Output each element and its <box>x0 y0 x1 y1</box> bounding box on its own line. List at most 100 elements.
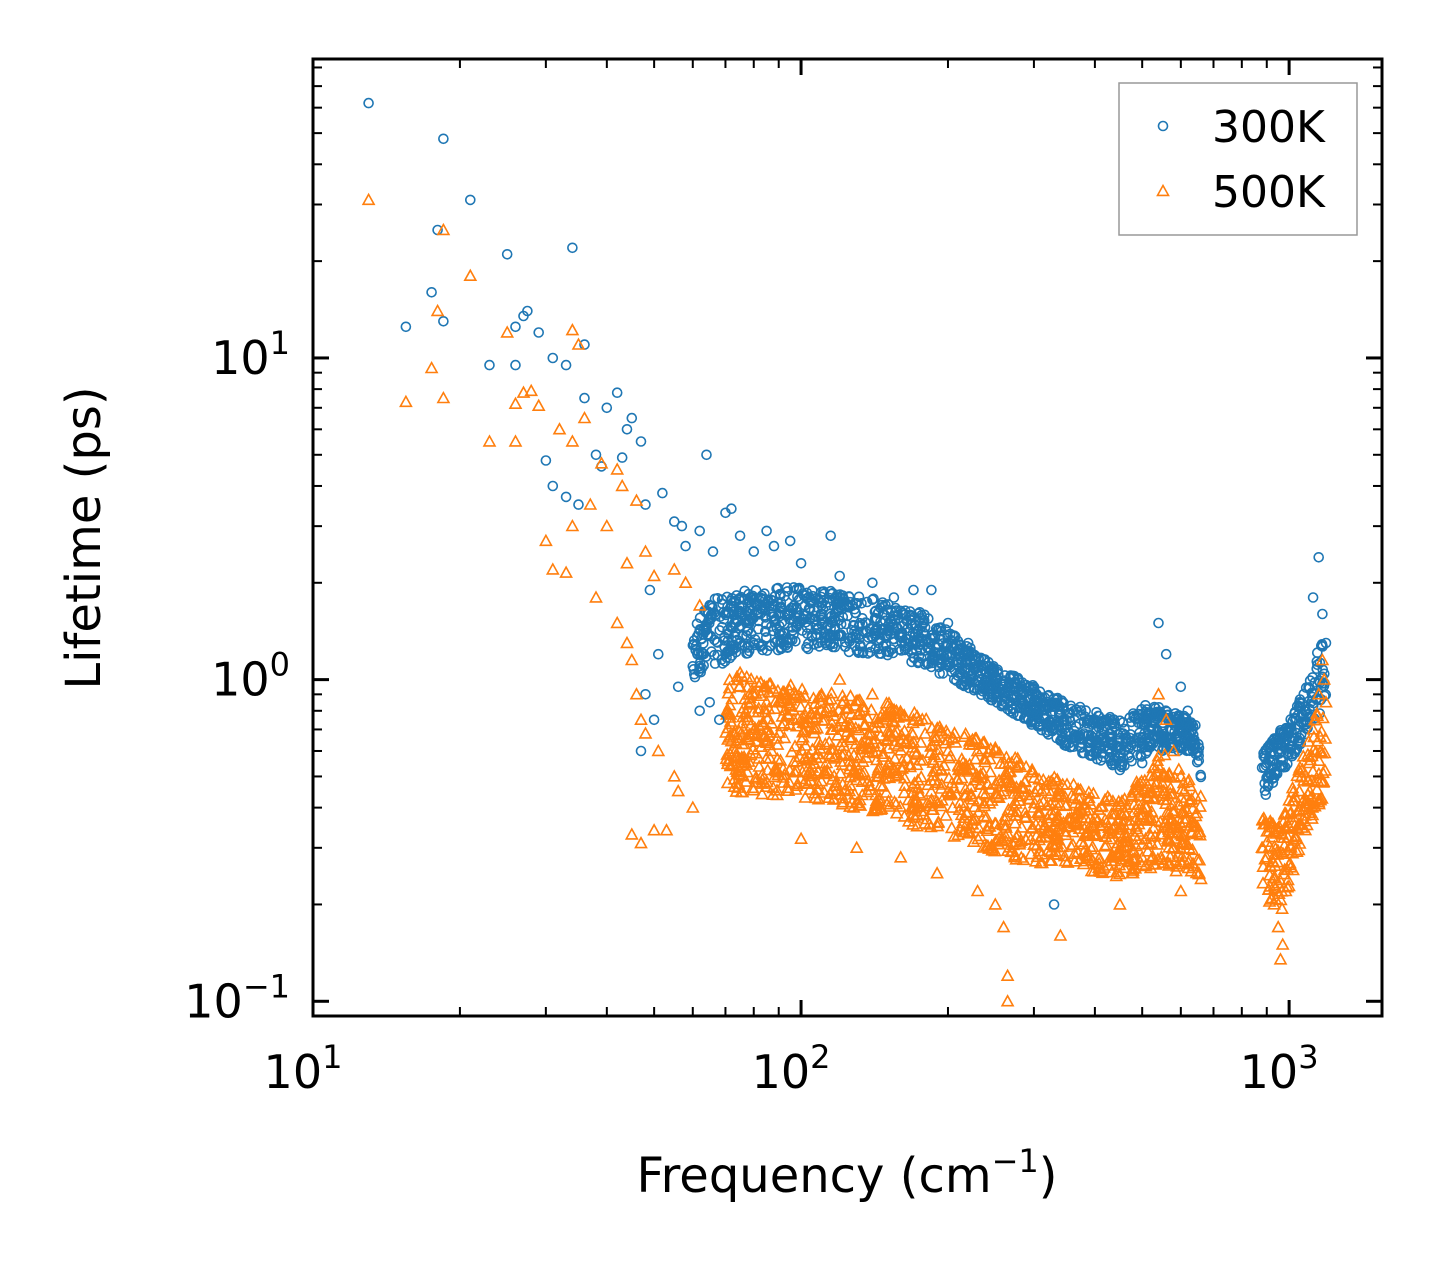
data-point-500K <box>732 763 747 777</box>
data-point-500K <box>1256 817 1271 830</box>
data-point-300K <box>822 620 834 631</box>
data-point-500K <box>1166 803 1181 817</box>
data-point-300K <box>1083 715 1094 727</box>
data-point-500K <box>1057 849 1072 862</box>
data-point-300K <box>825 530 837 542</box>
data-point-500K <box>1047 826 1062 840</box>
data-point-500K <box>1173 883 1188 897</box>
data-point-300K <box>672 681 684 693</box>
data-point-500K <box>1160 786 1175 800</box>
data-point-500K <box>1135 850 1150 863</box>
data-point-500K <box>970 744 985 757</box>
data-point-500K <box>1193 828 1207 841</box>
data-point-500K <box>964 789 979 802</box>
data-point-500K <box>770 751 785 765</box>
data-point-300K <box>1274 743 1285 755</box>
data-point-300K <box>730 642 742 653</box>
data-point-300K <box>706 646 717 657</box>
data-point-500K <box>865 719 880 733</box>
data-point-500K <box>720 747 735 760</box>
data-point-300K <box>969 649 980 661</box>
data-point-300K <box>464 194 476 206</box>
legend-marker-500K <box>1156 183 1170 197</box>
data-point-500K <box>1125 843 1140 856</box>
data-point-500K <box>901 814 916 827</box>
data-point-500K <box>787 765 802 778</box>
data-point-500K <box>968 752 983 765</box>
data-point-500K <box>757 776 772 789</box>
data-point-500K <box>998 833 1013 847</box>
data-point-500K <box>881 741 896 754</box>
data-point-300K <box>611 387 623 399</box>
data-point-500K <box>678 575 693 589</box>
data-point-500K <box>1093 864 1108 877</box>
data-point-500K <box>793 771 808 785</box>
data-point-300K <box>857 646 869 658</box>
data-point-300K <box>861 596 873 608</box>
data-point-500K <box>1050 809 1065 822</box>
data-point-500K <box>770 787 785 801</box>
data-point-500K <box>829 783 844 797</box>
data-point-500K <box>1108 817 1123 831</box>
data-point-300K <box>881 625 893 637</box>
data-point-500K <box>849 840 864 854</box>
data-point-300K <box>547 352 559 364</box>
data-point-300K <box>701 449 712 461</box>
data-point-500K <box>1174 836 1189 850</box>
y-tick-label: 100 <box>211 646 290 707</box>
data-point-300K <box>936 653 948 665</box>
x-axis-label-exponent: −1 <box>992 1142 1039 1180</box>
data-point-300K <box>1279 737 1291 749</box>
data-point-500K <box>853 704 868 717</box>
data-point-500K <box>944 820 959 834</box>
data-point-500K <box>1139 810 1154 823</box>
data-point-500K <box>634 836 648 849</box>
data-point-500K <box>939 808 953 821</box>
data-point-300K <box>836 630 847 642</box>
data-point-300K <box>872 607 884 619</box>
y-tick-label: 10−1 <box>184 967 290 1028</box>
data-point-500K <box>934 781 949 794</box>
data-point-500K <box>1161 811 1176 824</box>
data-point-300K <box>1261 745 1273 757</box>
data-point-300K <box>918 617 930 628</box>
data-point-500K <box>884 702 899 715</box>
data-point-300K <box>788 615 800 627</box>
data-point-500K <box>834 754 848 767</box>
data-point-500K <box>1012 793 1027 807</box>
data-point-300K <box>979 654 991 665</box>
data-point-500K <box>971 831 985 845</box>
data-point-500K <box>890 739 905 752</box>
data-point-500K <box>789 764 804 777</box>
data-point-500K <box>906 715 920 729</box>
data-point-500K <box>810 776 825 790</box>
data-point-500K <box>1113 897 1127 910</box>
data-point-500K <box>827 749 842 763</box>
data-point-300K <box>1045 717 1057 729</box>
data-point-500K <box>565 518 580 532</box>
data-point-300K <box>998 681 1009 693</box>
data-point-300K <box>363 97 374 109</box>
data-point-500K <box>1071 818 1086 831</box>
data-point-500K <box>879 785 894 798</box>
data-point-500K <box>1292 803 1307 816</box>
data-point-500K <box>1170 825 1185 838</box>
data-point-500K <box>906 817 920 830</box>
data-point-500K <box>539 533 553 547</box>
data-point-500K <box>1175 854 1189 868</box>
data-point-500K <box>988 740 1003 754</box>
data-point-500K <box>1150 775 1165 788</box>
data-point-300K <box>1034 686 1046 698</box>
data-point-500K <box>813 750 828 764</box>
data-point-500K <box>787 712 801 726</box>
data-point-500K <box>923 745 938 759</box>
data-point-300K <box>1048 720 1060 731</box>
data-point-300K <box>1166 733 1178 745</box>
data-point-500K <box>984 793 999 806</box>
data-point-500K <box>1052 786 1066 800</box>
data-point-500K <box>958 781 973 795</box>
data-point-300K <box>711 636 723 648</box>
data-point-500K <box>1029 829 1044 842</box>
data-point-500K <box>856 741 871 755</box>
data-point-500K <box>990 833 1005 847</box>
